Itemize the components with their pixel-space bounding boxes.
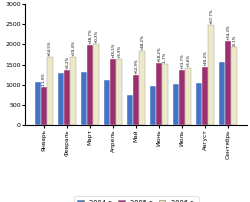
Y-axis label: Т: Т bbox=[0, 62, 2, 67]
Bar bbox=[110, 59, 116, 125]
Text: +34,3%: +34,3% bbox=[226, 24, 230, 40]
Text: +58,2%: +58,2% bbox=[157, 46, 161, 62]
Bar bbox=[87, 45, 93, 125]
Bar bbox=[162, 64, 168, 125]
Text: +64,5%: +64,5% bbox=[48, 40, 52, 56]
Text: -11,9%: -11,9% bbox=[42, 72, 46, 86]
Text: +40,2%: +40,2% bbox=[203, 51, 207, 66]
Legend: 2004 г., 2005 г., 2006 г.: 2004 г., 2005 г., 2006 г. bbox=[74, 196, 199, 202]
Bar bbox=[179, 70, 185, 125]
Bar bbox=[139, 51, 145, 125]
Bar bbox=[232, 47, 237, 125]
Bar bbox=[208, 25, 214, 125]
Bar bbox=[133, 75, 139, 125]
Bar bbox=[150, 86, 156, 125]
Text: +33,7%: +33,7% bbox=[180, 53, 184, 69]
Bar bbox=[226, 41, 232, 125]
Text: -8,1%: -8,1% bbox=[232, 35, 236, 46]
Bar bbox=[196, 83, 202, 125]
Text: +45,5%: +45,5% bbox=[111, 43, 115, 58]
Text: +0,3%: +0,3% bbox=[94, 29, 98, 43]
Text: +48,2%: +48,2% bbox=[140, 35, 144, 50]
Text: +62,9%: +62,9% bbox=[134, 58, 138, 74]
Bar bbox=[220, 62, 226, 125]
Text: +3,6%: +3,6% bbox=[186, 54, 190, 67]
Bar bbox=[58, 73, 64, 125]
Bar bbox=[127, 95, 133, 125]
Text: +20,4%: +20,4% bbox=[71, 41, 75, 56]
Bar bbox=[104, 80, 110, 125]
Text: +67,7%: +67,7% bbox=[209, 8, 213, 24]
Text: +9,9%: +9,9% bbox=[117, 44, 121, 58]
Bar bbox=[35, 82, 41, 125]
Text: +48,7%: +48,7% bbox=[88, 28, 92, 44]
Bar bbox=[156, 63, 162, 125]
Bar bbox=[81, 72, 87, 125]
Bar bbox=[185, 68, 191, 125]
Bar bbox=[64, 70, 70, 125]
Bar bbox=[202, 67, 208, 125]
Text: +8,2%: +8,2% bbox=[65, 56, 69, 69]
Bar bbox=[41, 87, 47, 125]
Bar bbox=[173, 84, 179, 125]
Bar bbox=[47, 57, 53, 125]
Text: -1,7%: -1,7% bbox=[163, 52, 167, 63]
Bar bbox=[116, 59, 122, 125]
Bar bbox=[70, 57, 76, 125]
Bar bbox=[93, 44, 99, 125]
